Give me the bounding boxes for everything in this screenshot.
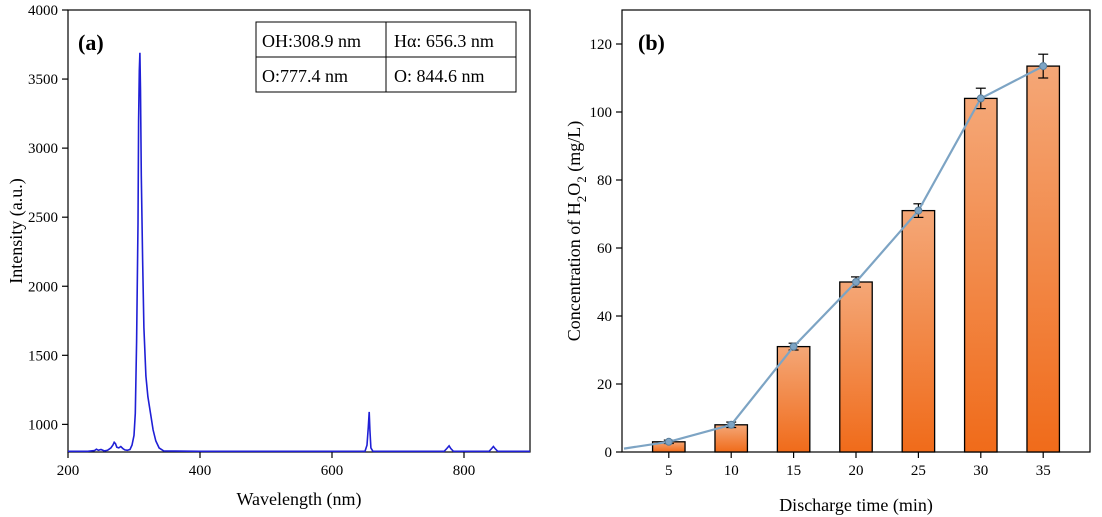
x-tick-label-b: 20 <box>849 463 864 479</box>
x-axis-ticks-a: 200 400 600 800 <box>57 452 476 479</box>
panel-label-b: (b) <box>638 30 665 55</box>
trend-marker <box>1039 62 1048 71</box>
x-axis-ticks-b: 5 10 15 20 25 30 35 <box>665 452 1051 479</box>
legend-h-alpha: Hα: 656.3 nm <box>394 31 494 51</box>
y-tick-label-b: 60 <box>597 241 612 257</box>
bars <box>651 53 1061 453</box>
legend-o-777: O:777.4 nm <box>262 66 348 86</box>
legend-o-844: O: 844.6 nm <box>394 66 485 86</box>
x-axis-label-b: Discharge time (min) <box>779 495 933 516</box>
bar-30-min <box>963 97 998 453</box>
y-axis-ticks-b: 0 20 40 60 80 100 120 <box>590 37 622 461</box>
x-axis-label-a: Wavelength (nm) <box>236 489 361 510</box>
legend-oh: OH:308.9 nm <box>262 31 361 51</box>
emission-lines-legend: OH:308.9 nm Hα: 656.3 nm O:777.4 nm O: 8… <box>255 21 517 93</box>
bar-35-min <box>1026 65 1061 453</box>
y-tick-label-b: 20 <box>597 377 612 393</box>
x-tick-label-b: 10 <box>724 463 739 479</box>
y-tick-label-b: 80 <box>597 173 612 189</box>
spectrum-panel: 1000 1500 2000 2500 3000 3500 4000 200 400 600 80… <box>6 3 531 510</box>
trend-markers <box>664 62 1048 446</box>
trend-marker <box>727 420 736 429</box>
bar-25-min <box>901 209 936 453</box>
y-tick-label-a: 2000 <box>28 279 58 295</box>
y-tick-label-a: 1000 <box>28 417 58 433</box>
y-axis-label-a: Intensity (a.u.) <box>6 178 27 283</box>
trend-marker <box>914 206 923 215</box>
y-tick-label-a: 1500 <box>28 348 58 364</box>
trend-marker <box>852 278 860 286</box>
y-tick-label-a: 3500 <box>28 72 58 88</box>
x-tick-label-a: 200 <box>57 463 80 479</box>
y-axis-label-b: Concentration of H2O2 (mg/L) <box>564 121 589 341</box>
x-tick-label-b: 15 <box>786 463 801 479</box>
spectrum-line <box>68 52 530 453</box>
x-tick-label-a: 600 <box>321 463 344 479</box>
bar-20-min <box>839 281 873 453</box>
y-tick-label-b: 120 <box>590 37 613 53</box>
x-tick-label-a: 400 <box>189 463 212 479</box>
y-tick-label-a: 4000 <box>28 3 58 19</box>
x-tick-label-b: 5 <box>665 463 673 479</box>
y-tick-label-b: 0 <box>605 445 613 461</box>
h2o2-panel: 0 20 40 60 80 100 120 5 10 15 20 25 30 35 (b) Discha… <box>564 9 1091 516</box>
trend-marker <box>789 342 798 351</box>
y-tick-label-b: 40 <box>597 309 612 325</box>
y-tick-label-b: 100 <box>590 105 613 121</box>
x-tick-label-b: 30 <box>973 463 988 479</box>
bar-15-min <box>776 345 811 453</box>
y-tick-label-a: 2500 <box>28 210 58 226</box>
panel-label-a: (a) <box>78 30 104 55</box>
y-tick-label-a: 3000 <box>28 141 58 157</box>
trend-marker <box>976 94 985 103</box>
x-tick-label-a: 800 <box>453 463 476 479</box>
x-tick-label-b: 35 <box>1036 463 1051 479</box>
bar-10-min <box>714 424 749 453</box>
trend-line <box>623 65 1044 450</box>
x-tick-label-b: 25 <box>911 463 926 479</box>
y-axis-ticks-a: 1000 1500 2000 2500 3000 3500 4000 <box>28 3 68 433</box>
trend-marker <box>664 437 673 446</box>
